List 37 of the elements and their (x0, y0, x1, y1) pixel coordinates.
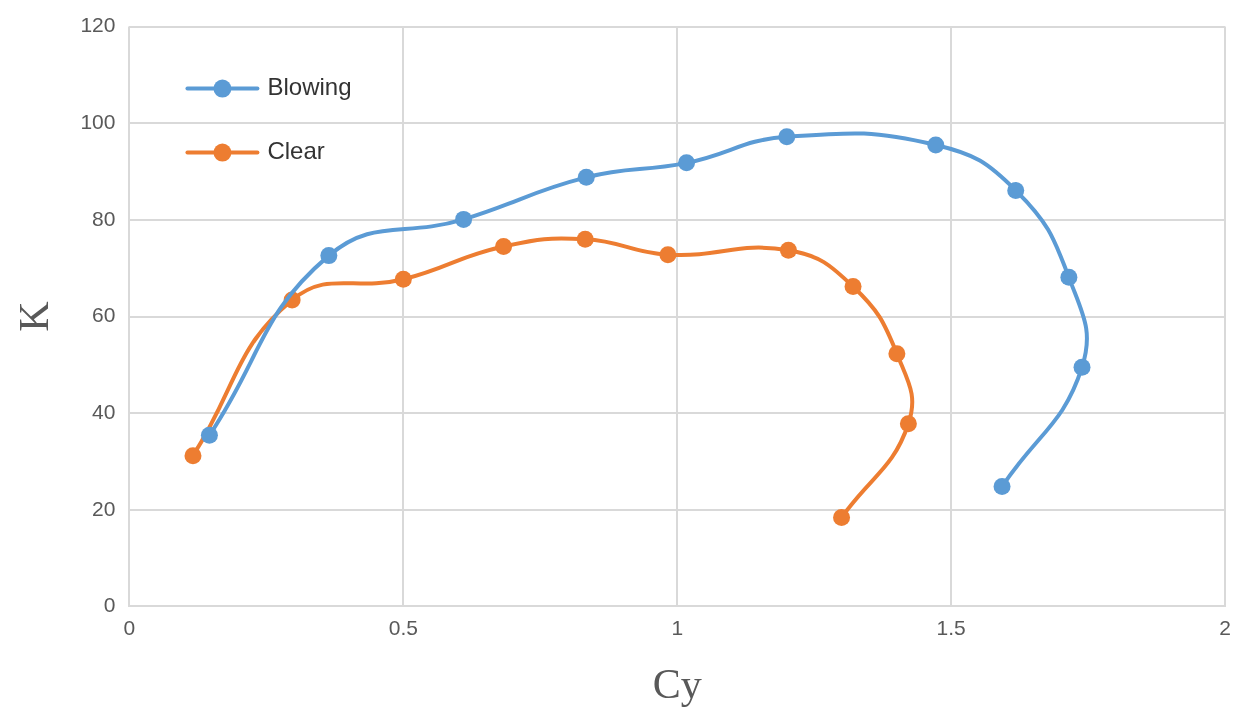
point (577, 168, 595, 186)
x-tick-label: 2 (1219, 615, 1231, 639)
x-tick-label: 0 (123, 615, 136, 639)
point (184, 447, 202, 465)
point (927, 136, 945, 154)
point (899, 415, 917, 433)
point (200, 426, 218, 444)
point (844, 278, 862, 296)
point (455, 210, 473, 228)
x-tick-label: 0.5 (388, 615, 418, 639)
y-tick-label: 0 (103, 593, 116, 617)
point (495, 237, 513, 255)
y-tick-label: 100 (80, 110, 116, 134)
point (1060, 268, 1078, 286)
y-tick-label: 80 (92, 206, 116, 230)
point (833, 509, 851, 526)
point (1073, 358, 1091, 376)
point (888, 345, 906, 363)
point (576, 230, 594, 248)
legend-label: Clear (267, 137, 325, 165)
point (993, 478, 1011, 496)
x-axis-title: Cy (652, 660, 702, 707)
point (778, 128, 796, 146)
y-tick-label: 20 (92, 496, 116, 520)
x-tick-label: 1 (671, 615, 684, 639)
point (394, 270, 412, 288)
point (779, 241, 797, 259)
point (320, 247, 338, 265)
point (678, 154, 696, 172)
y-axis-title: K (11, 301, 58, 332)
point (659, 246, 677, 264)
x-tick-label: 1.5 (936, 615, 966, 639)
legend-label: Blowing (267, 73, 352, 101)
y-tick-label: 40 (92, 399, 116, 423)
point (1007, 181, 1025, 199)
y-tick-label: 120 (80, 13, 116, 37)
y-tick-label: 60 (92, 303, 116, 327)
